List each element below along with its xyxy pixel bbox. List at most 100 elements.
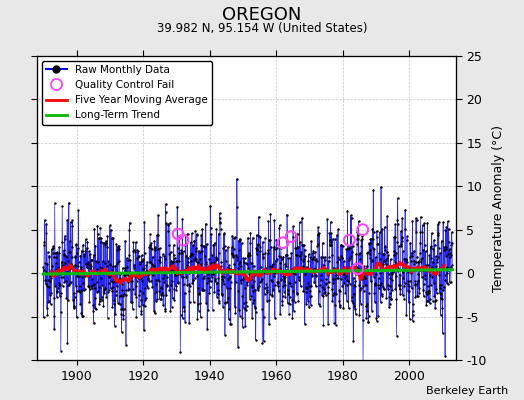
Point xyxy=(438,305,446,311)
Point xyxy=(421,248,430,254)
Point xyxy=(41,277,49,283)
Point xyxy=(138,302,147,308)
Point xyxy=(55,244,63,251)
Point xyxy=(183,264,192,271)
Point xyxy=(430,242,439,248)
Point xyxy=(271,269,280,276)
Point xyxy=(420,281,428,288)
Point xyxy=(238,314,246,321)
Point xyxy=(111,311,119,317)
Point xyxy=(170,252,178,258)
Point xyxy=(124,271,132,278)
Point xyxy=(141,268,150,274)
Point xyxy=(433,256,441,263)
Point xyxy=(429,267,438,273)
Point xyxy=(377,291,386,297)
Point xyxy=(344,277,352,284)
Point xyxy=(111,263,119,269)
Point xyxy=(148,246,156,252)
Point xyxy=(315,288,323,295)
Point xyxy=(401,262,410,268)
Point xyxy=(95,300,104,307)
Point xyxy=(75,282,84,289)
Point xyxy=(210,242,218,248)
Point xyxy=(358,232,366,239)
Point xyxy=(40,242,48,248)
Point xyxy=(424,290,433,296)
Point xyxy=(263,284,271,290)
Point xyxy=(305,266,313,272)
Point xyxy=(385,304,393,310)
Point xyxy=(136,270,144,277)
Point xyxy=(43,261,51,267)
Point xyxy=(333,264,342,271)
Point xyxy=(155,296,163,302)
Point xyxy=(143,282,151,289)
Point xyxy=(139,290,147,296)
Point xyxy=(174,279,182,285)
Point xyxy=(341,275,349,282)
Point xyxy=(210,259,219,265)
Point xyxy=(365,247,374,254)
Point xyxy=(308,250,316,256)
Point xyxy=(410,258,418,264)
Point xyxy=(322,281,330,287)
Point xyxy=(410,248,418,254)
Point xyxy=(176,349,184,355)
Point xyxy=(390,234,398,240)
Point xyxy=(82,236,90,242)
Point xyxy=(148,261,156,268)
Point xyxy=(301,285,310,291)
Point xyxy=(345,265,353,271)
Point xyxy=(71,262,79,268)
Point xyxy=(143,268,151,274)
Point xyxy=(89,320,97,326)
Point xyxy=(217,263,225,270)
Point xyxy=(189,277,197,283)
Point xyxy=(259,254,267,260)
Point xyxy=(438,295,446,302)
Point xyxy=(377,184,385,190)
Point xyxy=(302,284,311,290)
Point xyxy=(376,282,385,288)
Point xyxy=(84,284,93,290)
Point xyxy=(58,203,67,210)
Point xyxy=(92,266,101,272)
Point xyxy=(97,294,106,300)
Point xyxy=(422,289,430,295)
Point xyxy=(72,283,80,289)
Point xyxy=(201,259,210,265)
Point xyxy=(227,266,235,272)
Point xyxy=(223,285,231,291)
Point xyxy=(435,290,444,296)
Point xyxy=(57,290,65,296)
Point xyxy=(386,283,395,290)
Point xyxy=(124,279,133,286)
Point xyxy=(313,232,322,238)
Point xyxy=(407,269,415,276)
Point xyxy=(309,256,318,262)
Point xyxy=(209,307,217,313)
Point xyxy=(42,305,51,311)
Point xyxy=(222,265,231,272)
Point xyxy=(364,319,372,325)
Point xyxy=(170,255,179,261)
Point xyxy=(168,295,177,302)
Point xyxy=(387,256,395,262)
Point xyxy=(129,246,138,253)
Point xyxy=(367,278,375,285)
Point xyxy=(394,221,402,227)
Point xyxy=(121,265,129,271)
Point xyxy=(367,236,376,242)
Point xyxy=(328,252,336,258)
Point xyxy=(286,294,294,300)
Point xyxy=(294,274,303,280)
Point xyxy=(379,284,387,290)
Point xyxy=(115,301,124,308)
Point xyxy=(90,252,98,258)
Point xyxy=(339,305,347,311)
Point xyxy=(159,272,168,278)
Point xyxy=(127,299,135,305)
Point xyxy=(257,264,265,270)
Point xyxy=(274,280,282,286)
